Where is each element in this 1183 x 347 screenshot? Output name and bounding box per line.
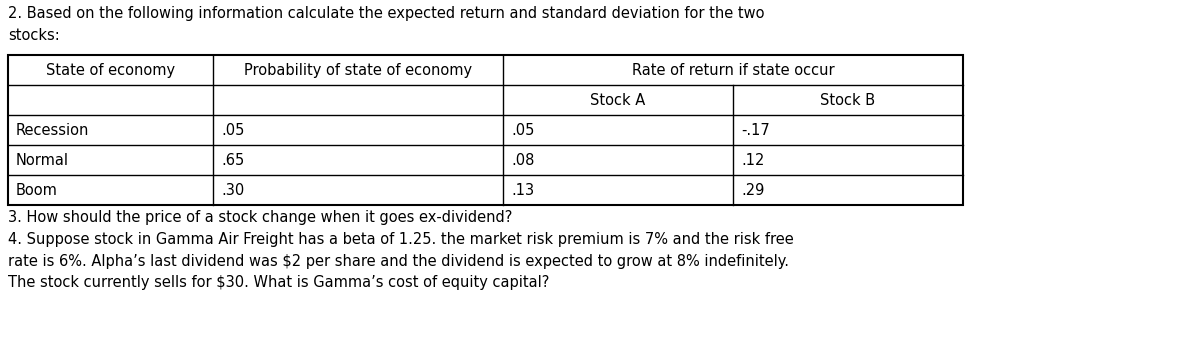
Text: 2. Based on the following information calculate the expected return and standard: 2. Based on the following information ca… <box>8 6 764 43</box>
Text: 4. Suppose stock in Gamma Air Freight has a beta of 1.25. the market risk premiu: 4. Suppose stock in Gamma Air Freight ha… <box>8 232 794 290</box>
Text: Stock B: Stock B <box>821 93 875 108</box>
Text: State of economy: State of economy <box>46 62 175 77</box>
Text: .65: .65 <box>221 152 244 168</box>
Text: Rate of return if state occur: Rate of return if state occur <box>632 62 834 77</box>
Text: Recession: Recession <box>17 122 90 137</box>
Text: Stock A: Stock A <box>590 93 646 108</box>
Text: Probability of state of economy: Probability of state of economy <box>244 62 472 77</box>
Text: .29: .29 <box>741 183 764 197</box>
Text: Boom: Boom <box>17 183 58 197</box>
Text: 3. How should the price of a stock change when it goes ex-dividend?: 3. How should the price of a stock chang… <box>8 210 512 225</box>
Text: .13: .13 <box>511 183 535 197</box>
Text: .08: .08 <box>511 152 535 168</box>
Bar <box>8 55 963 205</box>
Text: .05: .05 <box>511 122 535 137</box>
Text: .12: .12 <box>741 152 764 168</box>
Text: .30: .30 <box>221 183 244 197</box>
Text: -.17: -.17 <box>741 122 770 137</box>
Text: .05: .05 <box>221 122 245 137</box>
Text: Normal: Normal <box>17 152 69 168</box>
